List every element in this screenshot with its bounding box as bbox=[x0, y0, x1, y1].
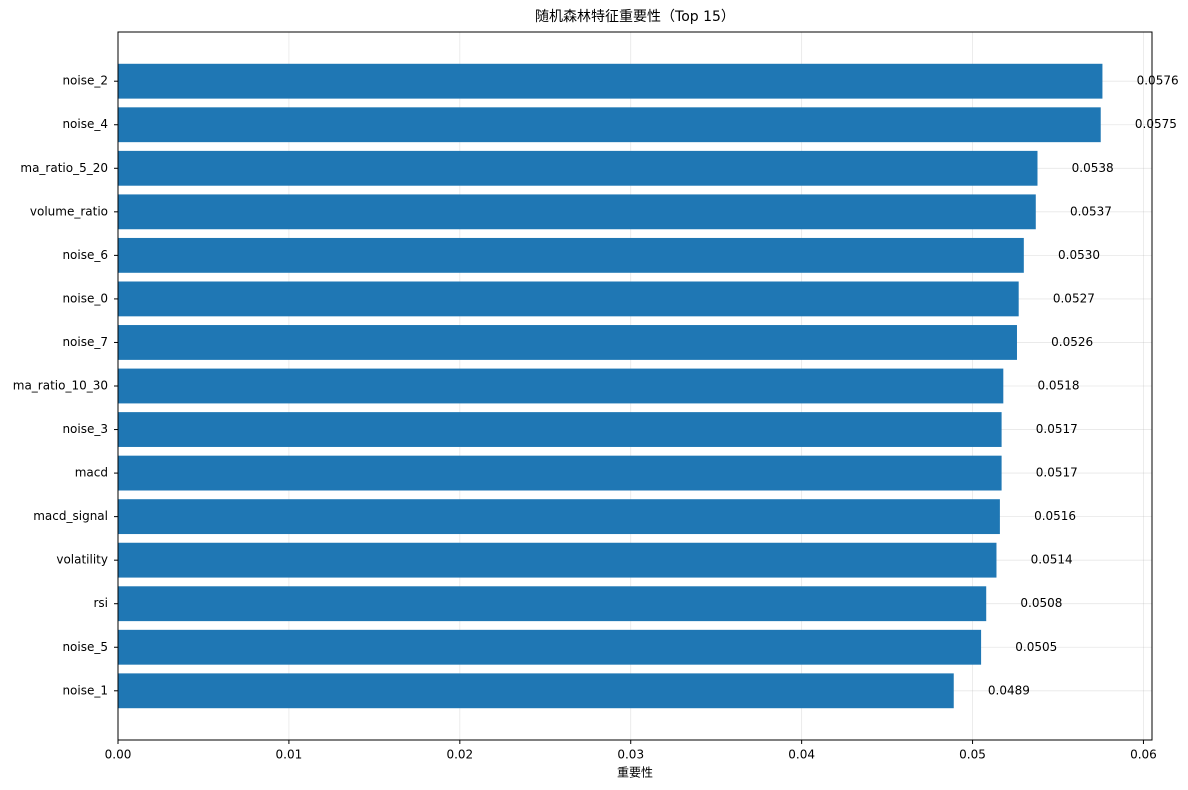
value-label: 0.0514 bbox=[1031, 553, 1073, 567]
x-tick-label: 0.04 bbox=[788, 748, 815, 762]
x-tick-label: 0.01 bbox=[276, 748, 303, 762]
y-tick-label: noise_5 bbox=[62, 640, 108, 654]
value-label: 0.0526 bbox=[1051, 335, 1093, 349]
value-label: 0.0516 bbox=[1034, 509, 1076, 523]
y-tick-label: noise_4 bbox=[62, 117, 108, 131]
value-label: 0.0489 bbox=[988, 683, 1030, 697]
x-tick-label: 0.03 bbox=[617, 748, 644, 762]
bar bbox=[118, 194, 1036, 230]
bar bbox=[118, 237, 1024, 273]
x-tick-label: 0.00 bbox=[105, 748, 132, 762]
value-label: 0.0527 bbox=[1053, 291, 1095, 305]
x-tick-label: 0.06 bbox=[1130, 748, 1157, 762]
value-label: 0.0518 bbox=[1037, 379, 1079, 393]
bar bbox=[118, 629, 982, 665]
bar bbox=[118, 63, 1103, 99]
value-label: 0.0538 bbox=[1072, 161, 1114, 175]
y-tick-label: volume_ratio bbox=[30, 204, 108, 218]
y-tick-label: ma_ratio_10_30 bbox=[13, 379, 108, 393]
bar bbox=[118, 542, 997, 578]
value-label: 0.0517 bbox=[1036, 466, 1078, 480]
y-tick-label: noise_0 bbox=[62, 291, 108, 305]
value-label: 0.0537 bbox=[1070, 204, 1112, 218]
chart-title: 随机森林特征重要性（Top 15） bbox=[535, 9, 735, 25]
value-label: 0.0505 bbox=[1015, 640, 1057, 654]
value-label: 0.0508 bbox=[1020, 596, 1062, 610]
bar bbox=[118, 150, 1038, 186]
y-tick-label: macd_signal bbox=[33, 509, 108, 523]
bar bbox=[118, 499, 1000, 535]
bar bbox=[118, 455, 1002, 491]
bar bbox=[118, 412, 1002, 447]
bar bbox=[118, 107, 1101, 143]
value-label: 0.0575 bbox=[1135, 117, 1177, 131]
y-tick-label: noise_3 bbox=[62, 422, 108, 436]
bar bbox=[118, 368, 1004, 404]
y-tick-label: rsi bbox=[93, 596, 108, 610]
y-tick-label: volatility bbox=[56, 553, 108, 567]
value-label: 0.0517 bbox=[1036, 422, 1078, 436]
bar bbox=[118, 586, 987, 622]
y-tick-label: noise_1 bbox=[62, 683, 108, 697]
x-tick-label: 0.05 bbox=[959, 748, 986, 762]
value-label: 0.0576 bbox=[1137, 74, 1179, 88]
y-tick-label: ma_ratio_5_20 bbox=[20, 161, 108, 175]
bar bbox=[118, 281, 1019, 317]
y-tick-label: noise_2 bbox=[62, 74, 108, 88]
value-label: 0.0530 bbox=[1058, 248, 1100, 262]
plot-frame bbox=[117, 31, 1153, 741]
y-tick-label: macd bbox=[75, 466, 108, 480]
bar bbox=[118, 673, 954, 709]
y-tick-label: noise_6 bbox=[62, 248, 108, 262]
x-axis-label: 重要性 bbox=[617, 766, 653, 780]
y-tick-label: noise_7 bbox=[62, 335, 108, 349]
x-tick-label: 0.02 bbox=[446, 748, 473, 762]
bar bbox=[118, 325, 1017, 360]
